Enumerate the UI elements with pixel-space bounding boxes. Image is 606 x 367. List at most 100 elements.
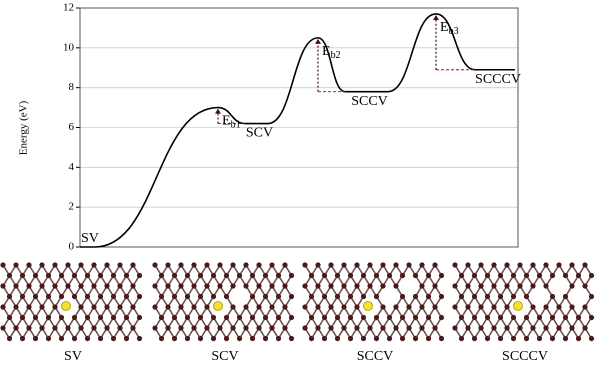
atom xyxy=(39,262,45,268)
atom xyxy=(19,272,26,279)
atom xyxy=(45,293,52,300)
atom xyxy=(478,262,484,268)
atom xyxy=(249,335,256,342)
atom xyxy=(158,314,165,321)
atom xyxy=(262,293,269,300)
atom xyxy=(438,314,445,321)
atom xyxy=(184,314,191,321)
atom xyxy=(406,325,412,331)
atom xyxy=(262,314,269,321)
atom xyxy=(269,283,275,289)
atom xyxy=(452,304,458,310)
atom xyxy=(373,272,380,279)
atom xyxy=(315,304,321,310)
atom xyxy=(543,304,549,310)
atom xyxy=(386,314,393,321)
atom xyxy=(347,314,354,321)
atom xyxy=(275,293,282,300)
atom xyxy=(269,262,275,268)
atom xyxy=(282,262,288,268)
atom xyxy=(243,325,249,331)
atom xyxy=(282,304,288,310)
atom xyxy=(471,272,478,279)
atom xyxy=(504,262,510,268)
arrow-head xyxy=(433,14,439,20)
atom xyxy=(354,283,360,289)
atom xyxy=(399,272,406,279)
atom xyxy=(204,304,210,310)
atom xyxy=(130,262,136,268)
atom xyxy=(78,325,84,331)
atom xyxy=(321,314,328,321)
atom xyxy=(406,304,412,310)
atom xyxy=(517,325,523,331)
atom xyxy=(58,335,65,342)
atom xyxy=(328,283,334,289)
atom xyxy=(39,325,45,331)
atom xyxy=(197,335,204,342)
atom xyxy=(91,325,97,331)
atom xyxy=(360,335,367,342)
atom xyxy=(243,304,249,310)
atom xyxy=(536,272,543,279)
atom xyxy=(165,262,171,268)
atom xyxy=(588,293,595,300)
atom xyxy=(78,283,84,289)
atom xyxy=(373,314,380,321)
state-label: SCV xyxy=(246,126,273,141)
atom xyxy=(575,314,582,321)
atom xyxy=(588,272,595,279)
y-tick-label: 12 xyxy=(63,2,74,14)
barrier-label: Eb2 xyxy=(322,44,341,61)
atom xyxy=(123,314,130,321)
atom xyxy=(71,293,78,300)
atom xyxy=(530,304,536,310)
atom xyxy=(484,272,491,279)
atom xyxy=(104,304,110,310)
atom xyxy=(249,314,256,321)
atom xyxy=(458,314,465,321)
atom xyxy=(152,304,158,310)
atom xyxy=(510,272,517,279)
atom xyxy=(171,272,178,279)
atom xyxy=(321,272,328,279)
atom xyxy=(341,304,347,310)
atom xyxy=(367,325,373,331)
atom xyxy=(104,325,110,331)
y-tick-label: 2 xyxy=(69,201,75,213)
atom xyxy=(84,293,91,300)
atom xyxy=(543,283,549,289)
atom xyxy=(399,293,406,300)
atom xyxy=(282,325,288,331)
atom xyxy=(458,272,465,279)
atom xyxy=(334,335,341,342)
atom xyxy=(204,262,210,268)
atom xyxy=(0,262,6,268)
structure-label: SV xyxy=(64,349,82,364)
atom xyxy=(549,314,556,321)
atom xyxy=(117,325,123,331)
atom xyxy=(465,304,471,310)
atom xyxy=(308,272,315,279)
atom xyxy=(347,272,354,279)
atom xyxy=(288,272,295,279)
atom xyxy=(452,283,458,289)
barrier-label-sub: b3 xyxy=(449,26,459,37)
atom xyxy=(393,283,399,289)
atom xyxy=(256,262,262,268)
atom xyxy=(523,335,530,342)
atom xyxy=(210,293,217,300)
atom xyxy=(97,335,104,342)
atom xyxy=(393,262,399,268)
atom xyxy=(84,272,91,279)
atom xyxy=(373,293,380,300)
atom xyxy=(217,262,223,268)
atom xyxy=(13,283,19,289)
atom xyxy=(256,304,262,310)
atom xyxy=(184,335,191,342)
atom xyxy=(52,283,58,289)
atom xyxy=(510,335,517,342)
atom xyxy=(152,262,158,268)
atom xyxy=(549,272,556,279)
atom xyxy=(412,335,419,342)
